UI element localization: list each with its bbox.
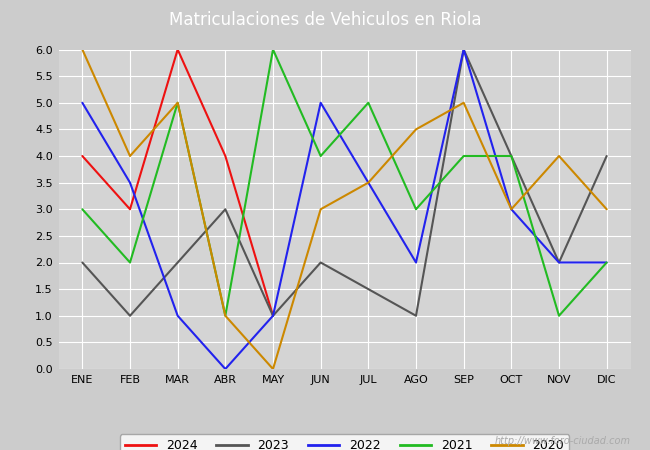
Text: Matriculaciones de Vehiculos en Riola: Matriculaciones de Vehiculos en Riola [169,11,481,29]
Legend: 2024, 2023, 2022, 2021, 2020: 2024, 2023, 2022, 2021, 2020 [120,434,569,450]
Text: http://www.foro-ciudad.com: http://www.foro-ciudad.com [495,436,630,446]
